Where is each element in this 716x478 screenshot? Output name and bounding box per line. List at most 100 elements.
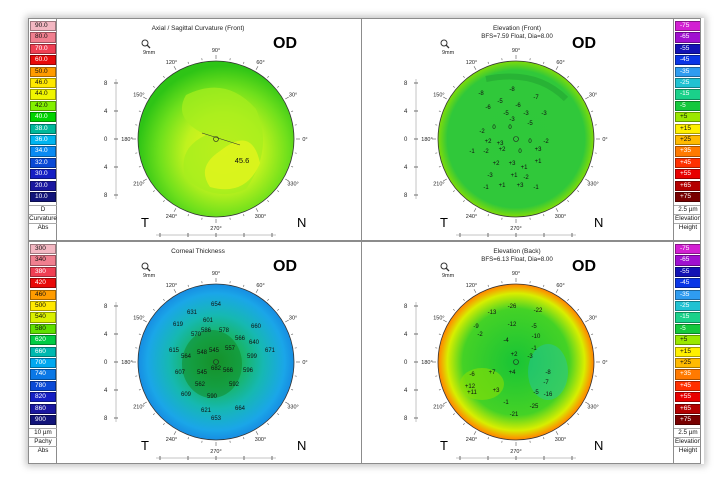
axial-curvature-panel[interactable]: 90.0 80.0 70.0 60.0 50.0 46.0 44.0 42.0 40.0 38.0… <box>28 18 368 241</box>
temporal-label: T <box>440 215 448 230</box>
elevation-zone <box>460 368 504 400</box>
map-value: 609 <box>181 392 192 398</box>
elevation-front-panel[interactable]: -75 -65 -55 -45 -35 -25 -15 -5 +5 +15 +25 +35 +45 +55… <box>361 18 701 241</box>
map-value: 566 <box>223 368 234 374</box>
scale-value: -35 <box>675 66 700 77</box>
scale-value: +55 <box>675 392 700 403</box>
elevation-front-color-scale: -75 -65 -55 -45 -35 -25 -15 -5 +5 +15 +25 +35 +45 +55… <box>673 19 700 240</box>
y-tick-label: 8 <box>104 193 108 199</box>
angle-label: 60° <box>256 283 264 289</box>
scale-footer-label: 2.5 µm <box>674 428 700 437</box>
map-value: +1 <box>511 173 519 179</box>
map-value: 601 <box>203 318 214 324</box>
map-value: 545 <box>209 348 220 354</box>
scale-value: 740 <box>30 369 56 380</box>
angle-label: 180° <box>421 360 432 366</box>
map-value: +1 <box>535 159 543 165</box>
map-value: 566 <box>235 336 246 342</box>
angle-label: 210° <box>133 182 144 188</box>
y-tick-label: 8 <box>404 81 408 87</box>
angle-label: 90° <box>212 48 220 54</box>
map-value: 615 <box>169 348 180 354</box>
map-value: 0 <box>492 125 496 131</box>
elevation-front-map[interactable]: 884400448890°60°30°0°330°300°270°240°210… <box>362 19 701 241</box>
axis-ticks: 884400448890°60°30°0°330°300°270°240°210… <box>104 271 308 460</box>
map-value: -12 <box>508 322 517 328</box>
elevation-back-color-scale: -75 -65 -55 -45 -35 -25 -15 -5 +5 +15 +25 +35 +45 +55… <box>673 242 700 463</box>
curvature-color-scale: 90.0 80.0 70.0 60.0 50.0 46.0 44.0 42.0 40.0 38.0… <box>29 19 57 240</box>
angle-label: 240° <box>466 214 477 220</box>
map-value: -1 <box>469 149 475 155</box>
y-tick-label: 4 <box>404 332 408 338</box>
corneal-thickness-panel[interactable]: 300 340 380 420 460 500 540 580 620 660 700 740 780 8… <box>28 241 368 464</box>
map-value: -2 <box>477 332 483 338</box>
map-value: -8 <box>478 91 484 97</box>
scale-value: 20.0 <box>30 180 56 191</box>
pachy-map[interactable]: 884400448890°60°30°0°330°300°270°240°210… <box>29 242 368 464</box>
scale-value: +65 <box>675 180 700 191</box>
scale-value: -5 <box>675 323 700 334</box>
scale-footer-label: Abs <box>29 446 57 455</box>
scale-value: -65 <box>675 255 700 266</box>
scale-value: +45 <box>675 380 700 391</box>
curvature-map[interactable]: 884400448890°60°30°0°330°300°270°240°210… <box>29 19 368 241</box>
pupil-center-icon <box>213 359 219 365</box>
scale-value: +35 <box>675 369 700 380</box>
angle-label: 0° <box>302 360 307 366</box>
angle-label: 150° <box>133 316 144 322</box>
zoom-label: 9mm <box>442 50 455 56</box>
map-value: -3 <box>487 173 493 179</box>
pachy-color-scale: 300 340 380 420 460 500 540 580 620 660 700 740 780 8… <box>29 242 57 463</box>
y-tick-label: 0 <box>104 360 108 366</box>
map-value: -4 <box>503 338 509 344</box>
map-value: 590 <box>207 394 218 400</box>
elevation-back-panel[interactable]: -75 -65 -55 -45 -35 -25 -15 -5 +5 +15 +25 +35 +45 +55… <box>361 241 701 464</box>
scale-value: 860 <box>30 403 56 414</box>
angle-label: 60° <box>556 283 564 289</box>
zoom-label: 9mm <box>143 273 156 279</box>
map-value: 671 <box>265 348 276 354</box>
map-value: +2 <box>511 352 519 358</box>
panel-subtitle: BFS=6.13 Float, Dia=8.00 <box>481 256 553 263</box>
angle-label: 90° <box>512 48 520 54</box>
scale-value: -15 <box>675 89 700 100</box>
map-value: -3 <box>527 354 533 360</box>
map-value: +11 <box>467 390 477 396</box>
angle-label: 120° <box>466 283 477 289</box>
scale-value: 900 <box>30 415 56 426</box>
map-value: -5 <box>533 390 539 396</box>
y-tick-label: 8 <box>104 81 108 87</box>
pupil-center-icon <box>513 136 519 142</box>
scale-value: -45 <box>675 278 700 289</box>
nasal-label: N <box>594 215 604 230</box>
zoom-label: 9mm <box>442 273 455 279</box>
scale-value: +75 <box>675 192 700 203</box>
y-tick-label: 4 <box>404 109 408 115</box>
map-value: 599 <box>247 354 258 360</box>
cornea-disc[interactable] <box>437 283 595 441</box>
map-value: +2 <box>485 139 493 145</box>
map-value: -5 <box>497 99 503 105</box>
map-value: 548 <box>197 350 208 356</box>
scale-value: +5 <box>675 335 700 346</box>
map-value: -3 <box>523 111 529 117</box>
eye-label: OD <box>273 35 297 52</box>
angle-label: 180° <box>121 137 132 143</box>
scale-value: -45 <box>675 55 700 66</box>
map-value: -7 <box>533 95 539 101</box>
angle-label: 210° <box>433 405 444 411</box>
map-value: 621 <box>201 408 212 414</box>
angle-label: 120° <box>466 60 477 66</box>
cornea-disc[interactable] <box>437 60 595 218</box>
map-value: 660 <box>251 324 262 330</box>
scale-value: +5 <box>675 112 700 123</box>
angle-label: 60° <box>556 60 564 66</box>
panel-title: Corneal Thickness <box>171 248 225 255</box>
axis-ticks: 884400448890°60°30°0°330°300°270°240°210… <box>404 48 608 237</box>
map-value: -5 <box>503 111 509 117</box>
scale-value: -55 <box>675 43 700 54</box>
scale-value: +55 <box>675 169 700 180</box>
map-value: 562 <box>195 382 206 388</box>
angle-label: 90° <box>512 271 520 277</box>
elevation-back-map[interactable]: 884400448890°60°30°0°330°300°270°240°210… <box>362 242 701 464</box>
